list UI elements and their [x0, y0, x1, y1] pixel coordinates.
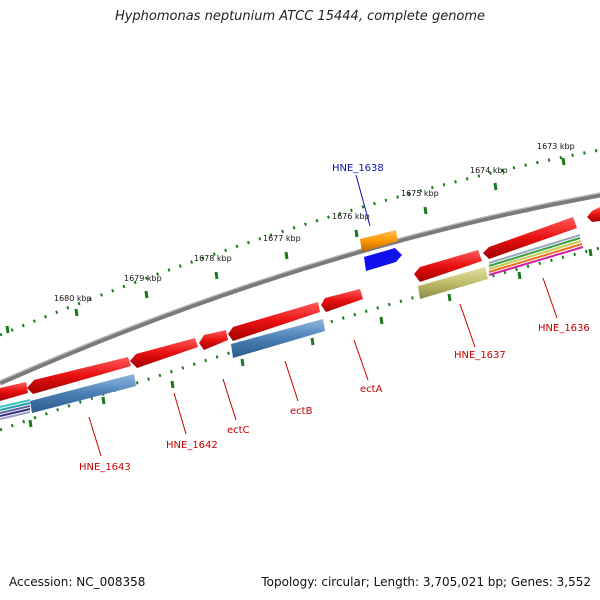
outer-major-ticks: [5, 157, 566, 334]
scale-label-1678: 1678 kbp: [194, 254, 232, 263]
feature-blocks: [0, 230, 584, 420]
scale-label-1674: 1674 kbp: [470, 166, 508, 175]
gene-arrow[interactable]: [414, 250, 482, 282]
orange-block[interactable]: [360, 230, 398, 252]
map-title: Hyphomonas neptunium ATCC 15444, complet…: [114, 9, 486, 24]
multi-track-block-left[interactable]: [0, 399, 31, 420]
gene-label-hne1642[interactable]: HNE_1642: [166, 440, 218, 451]
scale-label-1676: 1676 kbp: [332, 212, 370, 221]
multi-track-block[interactable]: [488, 234, 584, 276]
gene-label-ectA[interactable]: ectA: [360, 384, 383, 395]
gene-arrow[interactable]: [587, 207, 600, 222]
gene-label-ectC[interactable]: ectC: [227, 425, 250, 436]
cds-block[interactable]: [418, 267, 488, 299]
gene-arrow[interactable]: [0, 382, 28, 401]
accession-text: Accession: NC_008358: [9, 575, 146, 589]
scale-label-1679: 1679 kbp: [124, 274, 162, 283]
gene-label-hne1638[interactable]: HNE_1638: [332, 163, 384, 174]
cds-block[interactable]: [30, 374, 136, 413]
gene-label-hne1636[interactable]: HNE_1636: [538, 323, 590, 334]
gene-arrow[interactable]: [130, 338, 198, 368]
gene-arrow[interactable]: [27, 357, 131, 394]
gene-arrow[interactable]: [483, 217, 577, 259]
genome-summary-text: Topology: circular; Length: 3,705,021 bp…: [261, 575, 591, 589]
gene-label-hne1643[interactable]: HNE_1643: [79, 462, 131, 473]
cds-block[interactable]: [231, 319, 325, 358]
gene-label-hne1637[interactable]: HNE_1637: [454, 350, 506, 361]
genome-backbone-highlight: [0, 192, 600, 382]
gene-label-ectB[interactable]: ectB: [290, 406, 313, 417]
inner-major-ticks: [28, 248, 593, 428]
genome-backbone: [0, 192, 600, 386]
forward-genes: [0, 207, 600, 401]
scale-label-1677: 1677 kbp: [263, 234, 301, 243]
scale-label-1680: 1680 kbp: [54, 294, 92, 303]
inner-scale-ring: [0, 246, 600, 432]
scale-label-1675: 1675 kbp: [401, 189, 439, 198]
blue-block[interactable]: [364, 248, 402, 271]
gene-arrow[interactable]: [321, 289, 363, 312]
leader-lines: [88, 174, 558, 457]
scale-label-1673: 1673 kbp: [537, 142, 575, 151]
gene-arrow[interactable]: [199, 330, 228, 350]
gene-arrow[interactable]: [228, 302, 320, 341]
